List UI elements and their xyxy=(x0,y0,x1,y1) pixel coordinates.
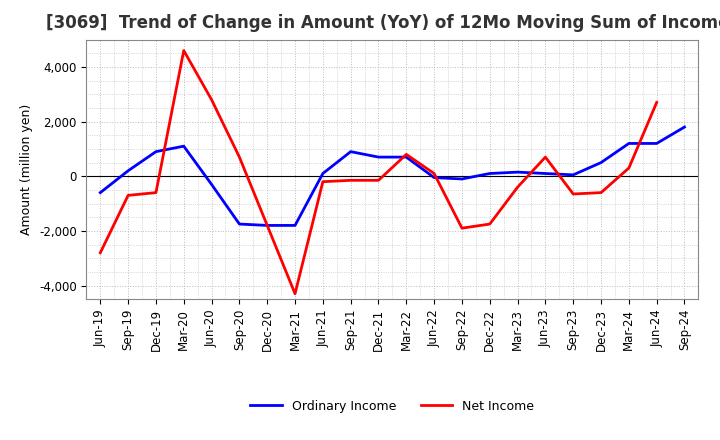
Line: Net Income: Net Income xyxy=(100,51,657,294)
Net Income xyxy=(346,178,355,183)
Net Income xyxy=(541,154,550,160)
Ordinary Income xyxy=(513,169,522,175)
Ordinary Income xyxy=(597,160,606,165)
Ordinary Income xyxy=(124,168,132,173)
Ordinary Income xyxy=(680,125,689,130)
Ordinary Income xyxy=(346,149,355,154)
Ordinary Income xyxy=(207,182,216,187)
Net Income xyxy=(207,97,216,103)
Net Income xyxy=(624,165,633,171)
Ordinary Income xyxy=(291,223,300,228)
Net Income xyxy=(124,193,132,198)
Title: [3069]  Trend of Change in Amount (YoY) of 12Mo Moving Sum of Incomes: [3069] Trend of Change in Amount (YoY) o… xyxy=(45,15,720,33)
Net Income xyxy=(318,179,327,184)
Ordinary Income xyxy=(152,149,161,154)
Net Income xyxy=(569,191,577,197)
Net Income xyxy=(597,190,606,195)
Ordinary Income xyxy=(235,221,243,227)
Ordinary Income xyxy=(652,141,661,146)
Ordinary Income xyxy=(485,171,494,176)
Ordinary Income xyxy=(402,154,410,160)
Ordinary Income xyxy=(430,175,438,180)
Y-axis label: Amount (million yen): Amount (million yen) xyxy=(20,104,33,235)
Net Income xyxy=(513,184,522,190)
Net Income xyxy=(291,291,300,297)
Line: Ordinary Income: Ordinary Income xyxy=(100,127,685,225)
Net Income xyxy=(458,226,467,231)
Ordinary Income xyxy=(263,223,271,228)
Net Income xyxy=(402,152,410,157)
Net Income xyxy=(152,190,161,195)
Ordinary Income xyxy=(318,171,327,176)
Ordinary Income xyxy=(179,143,188,149)
Legend: Ordinary Income, Net Income: Ordinary Income, Net Income xyxy=(246,395,539,418)
Net Income xyxy=(235,154,243,160)
Net Income xyxy=(374,178,383,183)
Net Income xyxy=(430,171,438,176)
Ordinary Income xyxy=(624,141,633,146)
Net Income xyxy=(263,223,271,228)
Net Income xyxy=(179,48,188,53)
Ordinary Income xyxy=(374,154,383,160)
Net Income xyxy=(485,221,494,227)
Ordinary Income xyxy=(458,176,467,182)
Ordinary Income xyxy=(569,172,577,177)
Net Income xyxy=(96,250,104,255)
Net Income xyxy=(652,100,661,105)
Ordinary Income xyxy=(541,171,550,176)
Ordinary Income xyxy=(96,190,104,195)
